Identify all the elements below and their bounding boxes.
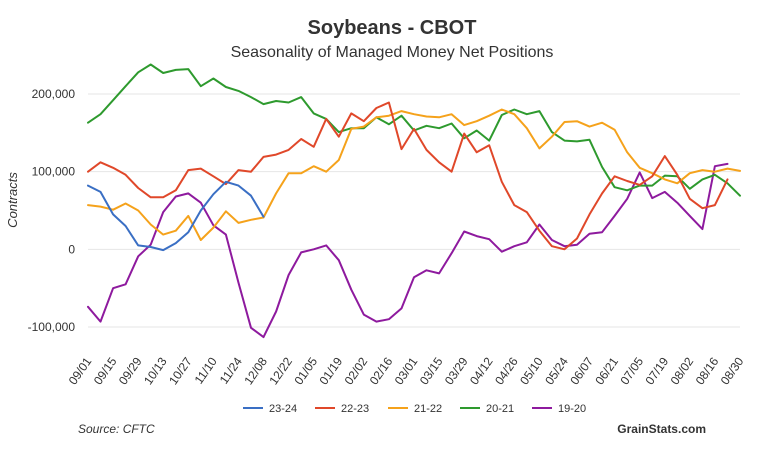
- x-tick-label: 10/27: [166, 354, 195, 387]
- series-line-19-20: [87, 162, 729, 339]
- x-tick-label: 02/16: [367, 354, 396, 387]
- y-axis-ticks: -100,000 0 100,000 200,000: [28, 87, 76, 334]
- x-tick-label: 04/12: [467, 354, 496, 387]
- legend-label-22-23[interactable]: 22-23: [341, 403, 369, 415]
- x-tick-label: 12/08: [241, 354, 270, 387]
- x-tick-label: 01/05: [291, 354, 320, 387]
- y-tick-label: 200,000: [32, 87, 76, 101]
- series-line-23-24: [87, 180, 265, 252]
- x-tick-label: 02/02: [342, 354, 371, 387]
- x-axis-ticks: 09/0109/1509/2910/1310/2711/1011/2412/08…: [66, 354, 747, 387]
- y-axis-label: Contracts: [5, 172, 20, 228]
- grid-lines: [88, 93, 740, 328]
- x-tick-label: 07/19: [643, 354, 672, 387]
- x-tick-label: 09/15: [91, 354, 120, 387]
- series-lines: [87, 63, 741, 339]
- series-line-22-23: [87, 101, 729, 251]
- brand-label: GrainStats.com: [617, 422, 706, 436]
- x-tick-label: 06/07: [567, 354, 596, 387]
- chart-subtitle: Seasonality of Managed Money Net Positio…: [231, 44, 554, 61]
- x-tick-label: 10/13: [141, 354, 170, 387]
- legend: 23-24 22-23 21-22 20-21 19-20: [243, 403, 586, 415]
- legend-label-21-22[interactable]: 21-22: [414, 403, 442, 415]
- x-tick-label: 12/22: [266, 354, 295, 387]
- chart-title: Soybeans - CBOT: [308, 17, 477, 39]
- x-tick-label: 08/02: [668, 354, 697, 387]
- y-tick-label: 100,000: [32, 165, 76, 179]
- series-line-21-22: [87, 108, 741, 241]
- legend-label-23-24[interactable]: 23-24: [269, 403, 297, 415]
- source-note: Source: CFTC: [78, 422, 155, 436]
- y-tick-label: 0: [68, 242, 75, 256]
- x-tick-label: 11/24: [217, 354, 245, 386]
- x-tick-label: 03/15: [417, 354, 446, 387]
- x-tick-label: 03/01: [392, 354, 421, 387]
- x-tick-label: 09/01: [66, 354, 95, 387]
- x-tick-label: 08/16: [693, 354, 722, 387]
- legend-label-20-21[interactable]: 20-21: [486, 403, 514, 415]
- x-tick-label: 05/24: [542, 354, 571, 387]
- legend-label-19-20[interactable]: 19-20: [558, 403, 586, 415]
- x-tick-label: 09/29: [116, 354, 145, 387]
- x-tick-label: 04/26: [492, 354, 521, 387]
- x-tick-label: 03/29: [442, 354, 471, 387]
- x-tick-label: 07/05: [617, 354, 646, 387]
- x-tick-label: 05/10: [517, 354, 546, 387]
- x-tick-label: 06/21: [592, 354, 621, 387]
- x-tick-label: 08/30: [718, 354, 747, 387]
- y-tick-label: -100,000: [28, 320, 76, 334]
- x-tick-label: 01/19: [317, 354, 346, 387]
- x-tick-label: 11/10: [192, 354, 220, 386]
